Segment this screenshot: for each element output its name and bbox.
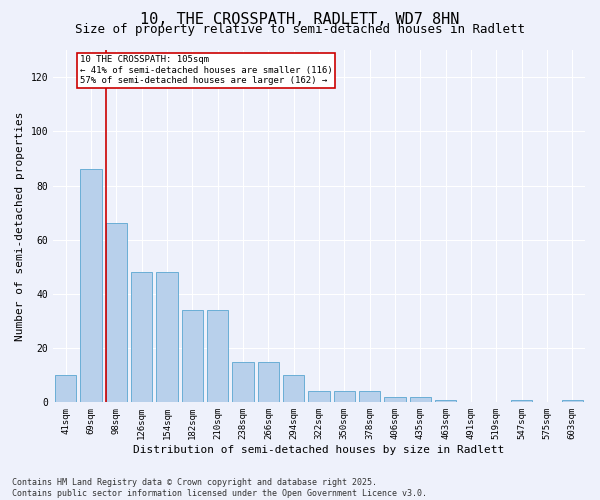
- Bar: [511, 400, 532, 402]
- Bar: [308, 392, 330, 402]
- Bar: [359, 392, 380, 402]
- Bar: [182, 310, 203, 402]
- X-axis label: Distribution of semi-detached houses by size in Radlett: Distribution of semi-detached houses by …: [133, 445, 505, 455]
- Bar: [257, 362, 279, 403]
- Bar: [131, 272, 152, 402]
- Bar: [207, 310, 229, 402]
- Bar: [410, 397, 431, 402]
- Bar: [562, 400, 583, 402]
- Bar: [435, 400, 457, 402]
- Bar: [334, 392, 355, 402]
- Bar: [156, 272, 178, 402]
- Bar: [80, 170, 102, 402]
- Text: Size of property relative to semi-detached houses in Radlett: Size of property relative to semi-detach…: [75, 22, 525, 36]
- Bar: [55, 375, 76, 402]
- Bar: [384, 397, 406, 402]
- Text: 10 THE CROSSPATH: 105sqm
← 41% of semi-detached houses are smaller (116)
57% of : 10 THE CROSSPATH: 105sqm ← 41% of semi-d…: [80, 56, 332, 85]
- Bar: [232, 362, 254, 403]
- Text: 10, THE CROSSPATH, RADLETT, WD7 8HN: 10, THE CROSSPATH, RADLETT, WD7 8HN: [140, 12, 460, 28]
- Y-axis label: Number of semi-detached properties: Number of semi-detached properties: [15, 112, 25, 341]
- Bar: [106, 224, 127, 402]
- Bar: [283, 375, 304, 402]
- Text: Contains HM Land Registry data © Crown copyright and database right 2025.
Contai: Contains HM Land Registry data © Crown c…: [12, 478, 427, 498]
